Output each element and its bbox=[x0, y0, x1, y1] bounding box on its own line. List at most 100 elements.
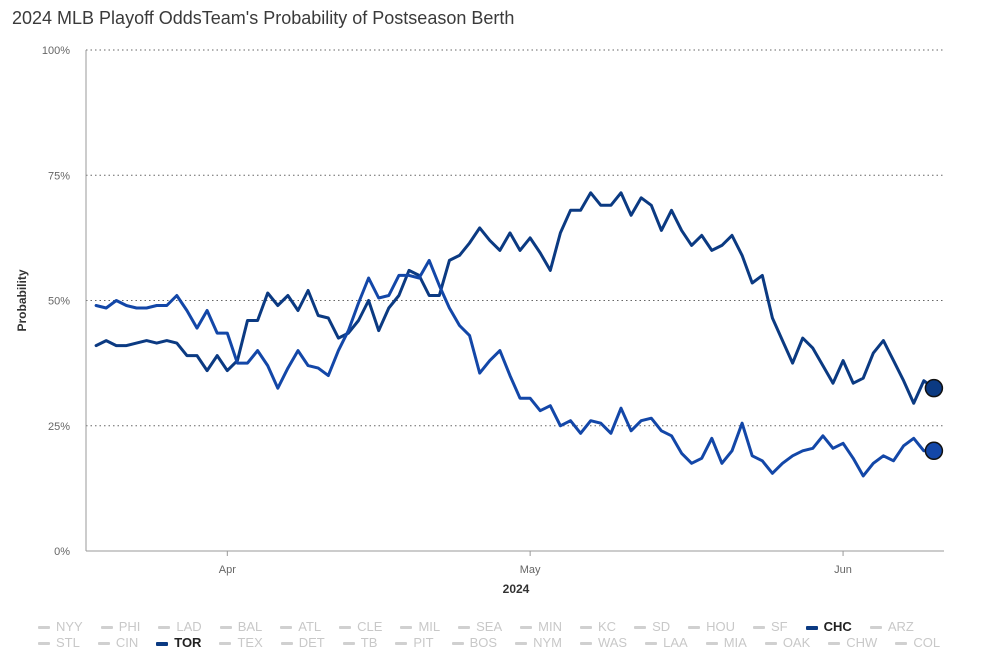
legend-item-kc[interactable]: KC bbox=[580, 619, 616, 635]
legend-item-sea[interactable]: SEA bbox=[458, 619, 502, 635]
legend-label: OAK bbox=[782, 635, 811, 650]
legend-label: PHI bbox=[118, 619, 141, 634]
legend-label: ARZ bbox=[887, 619, 914, 634]
series-lines bbox=[94, 191, 936, 478]
legend-label: COL bbox=[913, 635, 941, 650]
legend-label: SEA bbox=[476, 619, 503, 634]
legend-label: BAL bbox=[237, 619, 263, 634]
legend-item-sd[interactable]: SD bbox=[634, 619, 670, 635]
legend-label: MIN bbox=[538, 619, 562, 634]
legend-label: TOR bbox=[174, 635, 202, 650]
legend-item-oak[interactable]: OAK bbox=[764, 635, 811, 651]
legend-swatch bbox=[828, 642, 841, 646]
legend-item-tex[interactable]: TEX bbox=[219, 635, 263, 651]
legend-swatch bbox=[705, 642, 718, 646]
legend-label: ATL bbox=[298, 619, 322, 634]
legend-swatch bbox=[38, 626, 50, 630]
y-tick-label: 75% bbox=[48, 170, 70, 182]
legend-label: LAA bbox=[663, 635, 688, 650]
legend-item-chw[interactable]: CHW bbox=[828, 635, 877, 651]
legend-item-nym[interactable]: NYM bbox=[515, 635, 562, 651]
end-marker-chc bbox=[924, 378, 944, 398]
legend-swatch bbox=[580, 626, 592, 630]
legend-swatch bbox=[520, 626, 533, 630]
legend-item-atl[interactable]: ATL bbox=[280, 619, 321, 635]
legend-label: SD bbox=[652, 619, 671, 634]
legend-item-cle[interactable]: CLE bbox=[339, 619, 382, 635]
y-tick-label: 100% bbox=[42, 45, 70, 57]
legend-label: NYM bbox=[533, 635, 562, 650]
chart-title: 2024 MLB Playoff OddsTeam's Probability … bbox=[12, 8, 515, 28]
legend-item-bos[interactable]: BOS bbox=[451, 635, 498, 651]
legend-label: MIL bbox=[418, 619, 441, 634]
legend-item-arz[interactable]: ARZ bbox=[869, 619, 914, 635]
y-tick-label: 25% bbox=[48, 421, 70, 433]
legend-item-tb[interactable]: TB bbox=[342, 635, 377, 651]
legend-item-lad[interactable]: LAD bbox=[158, 619, 202, 635]
legend-item-phi[interactable]: PHI bbox=[100, 619, 141, 635]
x-tick-label: May bbox=[520, 564, 541, 576]
legend-item-tor[interactable]: TOR bbox=[156, 635, 201, 651]
legend-label: PIT bbox=[413, 635, 434, 650]
grid-lines bbox=[86, 49, 944, 427]
legend-label: CHW bbox=[846, 635, 878, 650]
legend-swatch bbox=[579, 642, 592, 646]
legend-label: KC bbox=[598, 619, 617, 634]
legend-label: CIN bbox=[115, 635, 139, 650]
legend-item-laa[interactable]: LAA bbox=[645, 635, 688, 651]
legend-swatch bbox=[280, 642, 293, 646]
legend-label: DET bbox=[298, 635, 325, 650]
legend-item-sf[interactable]: SF bbox=[753, 619, 788, 635]
legend-label: LAD bbox=[176, 619, 202, 634]
legend-swatch bbox=[219, 642, 232, 646]
legend-swatch bbox=[869, 626, 882, 630]
legend-swatch bbox=[895, 642, 908, 646]
legend-item-pit[interactable]: PIT bbox=[395, 635, 434, 651]
y-axis-title: Probability bbox=[15, 269, 29, 331]
legend-swatch bbox=[100, 626, 113, 630]
legend-item-col[interactable]: COL bbox=[895, 635, 940, 651]
line-chart: 0% 25% 50% 75% 100% Apr May Jun 2024 Probability bbox=[15, 45, 944, 596]
legend-label: CHC bbox=[823, 619, 852, 634]
legend-swatch bbox=[97, 642, 110, 646]
legend-item-hou[interactable]: HOU bbox=[688, 619, 735, 635]
y-tick-label: 0% bbox=[54, 546, 70, 558]
legend-item-chc[interactable]: CHC bbox=[805, 619, 852, 635]
legend-label: WAS bbox=[597, 635, 628, 650]
legend-swatch bbox=[395, 642, 408, 646]
series-line-chc bbox=[94, 191, 936, 405]
legend-item-stl[interactable]: STL bbox=[38, 635, 80, 651]
legend-swatch bbox=[156, 641, 169, 646]
legend-item-mil[interactable]: MIL bbox=[400, 619, 440, 635]
legend: NYY PHI LAD BAL ATL CLE MIL SEA MIN KC SD HOU SF CHC A… bbox=[38, 619, 978, 651]
legend-swatch bbox=[38, 642, 50, 646]
legend-swatch bbox=[400, 626, 413, 630]
y-tick-label: 50% bbox=[48, 296, 70, 308]
legend-item-det[interactable]: DET bbox=[280, 635, 325, 651]
legend-swatch bbox=[805, 625, 818, 630]
legend-item-min[interactable]: MIN bbox=[520, 619, 562, 635]
legend-item-mia[interactable]: MIA bbox=[705, 635, 747, 651]
legend-item-bal[interactable]: BAL bbox=[219, 619, 263, 635]
legend-label: SF bbox=[771, 619, 788, 634]
legend-swatch bbox=[451, 642, 464, 646]
legend-swatch bbox=[458, 626, 471, 630]
legend-swatch bbox=[688, 626, 701, 630]
legend-swatch bbox=[280, 626, 293, 630]
legend-item-nyy[interactable]: NYY bbox=[38, 619, 83, 635]
legend-label: NYY bbox=[56, 619, 83, 634]
legend-swatch bbox=[342, 642, 355, 646]
x-axis-title: 2024 bbox=[503, 582, 530, 596]
legend-item-cin[interactable]: CIN bbox=[97, 635, 139, 651]
axes: 0% 25% 50% 75% 100% Apr May Jun 2024 Probability bbox=[15, 45, 944, 596]
end-marker-tor bbox=[924, 441, 944, 461]
x-tick-label: Jun bbox=[834, 564, 852, 576]
legend-label: MIA bbox=[723, 635, 747, 650]
legend-swatch bbox=[515, 642, 528, 646]
legend-swatch bbox=[764, 642, 777, 646]
legend-swatch bbox=[634, 626, 647, 630]
legend-swatch bbox=[753, 626, 766, 630]
legend-item-was[interactable]: WAS bbox=[579, 635, 628, 651]
legend-label: CLE bbox=[357, 619, 383, 634]
legend-label: BOS bbox=[469, 635, 498, 650]
